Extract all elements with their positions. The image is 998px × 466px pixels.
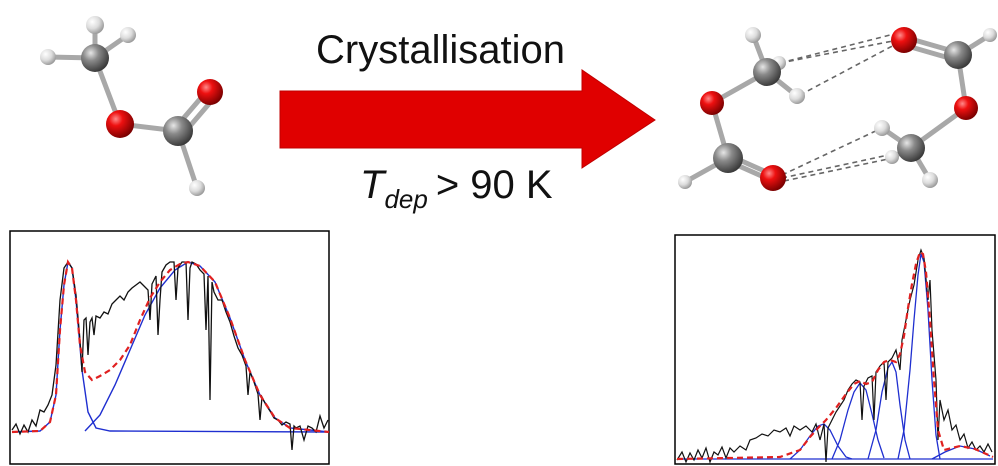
oxygen-atom — [197, 79, 223, 105]
measured-spectrum — [676, 248, 993, 464]
molecule-dimer — [678, 27, 997, 191]
carbon-atom — [713, 143, 743, 173]
amorphous-spectrum — [9, 230, 330, 465]
plot-frame — [674, 234, 996, 465]
carbon-atom — [163, 116, 193, 146]
fit-component-4 — [897, 253, 941, 460]
hydrogen-atom — [189, 180, 205, 196]
carbon-atom — [81, 44, 109, 72]
crystalline-spectrum — [674, 234, 996, 465]
hydrogen-atom — [922, 172, 938, 188]
molecule-monomer — [40, 16, 223, 196]
oxygen-atom — [700, 91, 724, 115]
molecule-bonds — [45, 22, 217, 191]
process-label: Crystallisation — [316, 28, 565, 72]
hydrogen-atom — [874, 120, 890, 136]
condition-label: Tdep > 90 K — [360, 163, 553, 214]
oxygen-atom — [106, 110, 134, 138]
hydrogen-atom — [885, 150, 899, 164]
carbon-atom — [897, 134, 925, 162]
hydrogen-atom — [983, 28, 997, 42]
oxygen-atom — [891, 27, 917, 53]
fit-component-3 — [867, 360, 911, 460]
fit-total — [676, 250, 994, 461]
hydrogen-bonds — [779, 32, 899, 182]
oxygen-atom — [954, 96, 978, 120]
condition-symbol: T — [360, 163, 387, 207]
hydrogen-atom — [678, 175, 692, 189]
fit-total — [11, 259, 330, 434]
fit-component-5 — [931, 445, 991, 460]
hydrogen-atom — [40, 49, 56, 65]
plot-frame — [9, 230, 330, 465]
condition-subscript: dep — [384, 184, 427, 214]
oxygen-atom — [760, 165, 786, 191]
hydrogen-atom — [86, 16, 104, 34]
hydrogen-atom — [789, 88, 805, 104]
hydrogen-atom — [120, 27, 136, 43]
carbon-atom — [753, 58, 781, 86]
condition-relation: > 90 K — [436, 163, 553, 207]
arrow-shape — [279, 69, 656, 169]
carbon-atom — [944, 41, 972, 69]
hydrogen-atom — [745, 27, 761, 43]
process-arrow — [279, 69, 656, 169]
